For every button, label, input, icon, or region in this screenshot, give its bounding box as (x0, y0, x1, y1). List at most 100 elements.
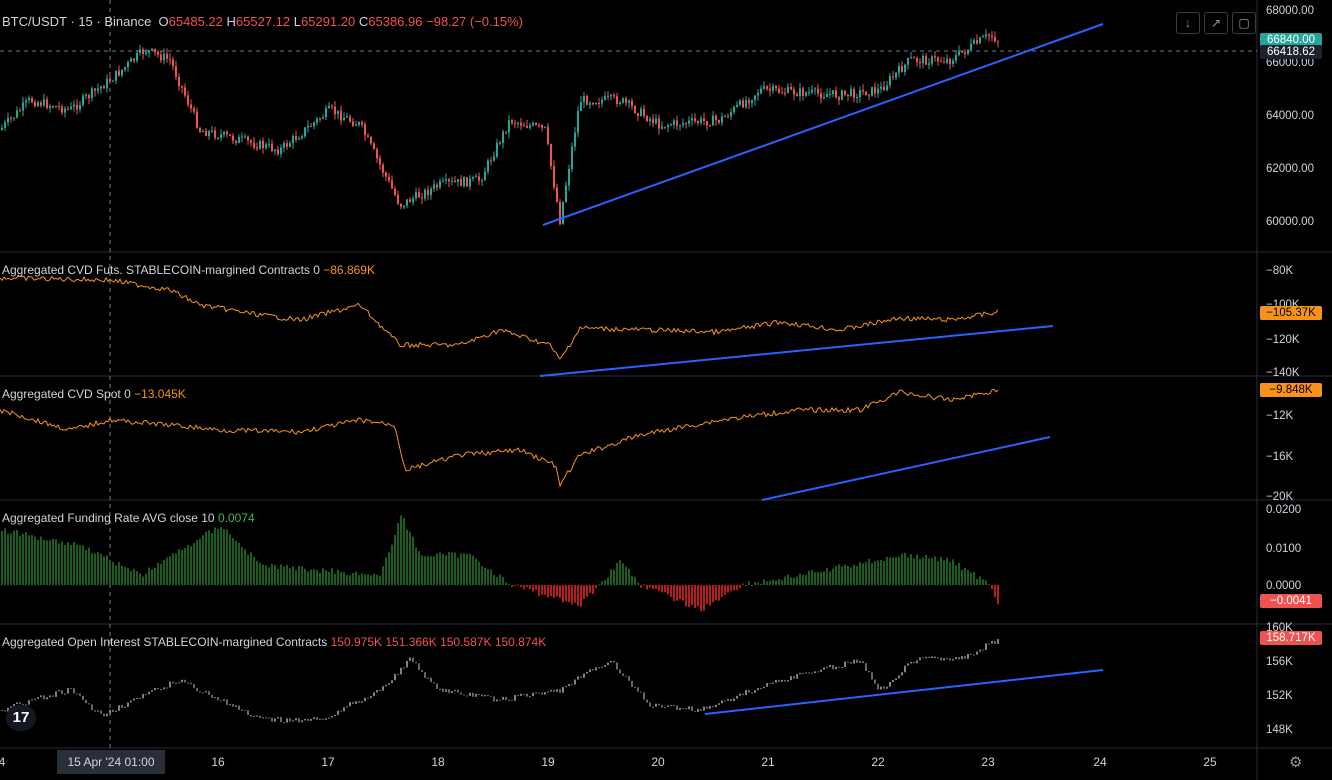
oi-candle (829, 664, 831, 668)
candle (913, 57, 915, 59)
candle (541, 124, 543, 128)
candle (976, 40, 978, 44)
funding-bar (649, 585, 651, 588)
candle (703, 118, 705, 122)
funding-bar (340, 571, 342, 585)
candle (667, 125, 669, 128)
time-axis-label: 17 (321, 755, 335, 769)
funding-bar (496, 577, 498, 585)
candle (37, 102, 39, 107)
oi-candle (373, 692, 375, 697)
gear-icon[interactable]: ⚙ (1289, 754, 1303, 771)
candle (304, 127, 306, 137)
candle (529, 125, 531, 128)
funding-bar (118, 561, 120, 585)
oi-candle (643, 692, 645, 700)
candle (106, 78, 108, 89)
candle (898, 66, 900, 73)
funding-bar (454, 552, 456, 585)
cvd-spot-tag: −9.848K (1260, 383, 1322, 397)
candle (277, 149, 279, 155)
funding-bar (19, 535, 21, 585)
candle (733, 106, 735, 113)
funding-bar (130, 570, 132, 585)
candle (154, 48, 156, 53)
oi-candle (535, 692, 537, 694)
funding-bar (355, 571, 357, 585)
candle (379, 158, 381, 165)
candle (448, 179, 450, 182)
oi-candle (532, 692, 534, 697)
oi-candle (499, 699, 501, 701)
oi-candle (859, 661, 861, 663)
oi-candle (490, 695, 492, 697)
funding-bar (961, 569, 963, 585)
trend-line (539, 325, 1054, 377)
candle (895, 72, 897, 78)
funding-bar (730, 585, 732, 592)
funding-bar (37, 539, 39, 585)
oi-candle (751, 692, 753, 694)
funding-bar (319, 572, 321, 585)
funding-bar (88, 547, 90, 585)
oi-candle (406, 660, 408, 668)
funding-bar (166, 557, 168, 585)
oi-candle (625, 675, 627, 677)
oi-candle (523, 693, 525, 695)
oi-candle (403, 667, 405, 669)
funding-bar (883, 560, 885, 585)
oi-candle (454, 689, 456, 692)
funding-bar (922, 557, 924, 585)
funding-bar (22, 534, 24, 585)
oi-candle (694, 711, 696, 713)
funding-bar (868, 558, 870, 585)
oi-candle (916, 660, 918, 664)
funding-bar (910, 554, 912, 585)
candle (265, 144, 267, 148)
funding-bar (694, 585, 696, 609)
candle (697, 121, 699, 124)
maximize-icon[interactable]: ▢ (1232, 12, 1256, 34)
time-axis-label: 25 (1203, 755, 1217, 769)
candle (13, 117, 15, 119)
candle (1, 127, 3, 130)
candle (754, 95, 756, 101)
candle (73, 104, 75, 107)
oi-candle (34, 698, 36, 700)
candle (232, 135, 234, 141)
candle (16, 110, 18, 118)
cvd-spot-legend: Aggregated CVD Spot 0 −13.045K (2, 387, 186, 401)
oi-label[interactable]: Aggregated Open Interest STABLECOIN-marg… (2, 635, 328, 649)
low-value: 65291.20 (301, 14, 356, 29)
cvd-futs-label[interactable]: Aggregated CVD Futs. STABLECOIN-margined… (2, 263, 320, 277)
oi-candle (577, 676, 579, 680)
oi-candle (382, 686, 384, 691)
funding-bar (322, 568, 324, 585)
funding-bar (49, 540, 51, 585)
candle (166, 53, 168, 59)
oi-candle (31, 699, 33, 701)
candle (487, 160, 489, 172)
funding-bar (994, 585, 996, 598)
oi-candle (271, 717, 273, 722)
candle (412, 198, 414, 203)
funding-bar (121, 565, 123, 585)
funding-bar (823, 571, 825, 585)
candle (892, 76, 894, 78)
candle (415, 192, 417, 199)
collapse-icon[interactable]: ↗ (1204, 12, 1228, 34)
candle (502, 131, 504, 143)
candle (964, 52, 966, 54)
cvd-spot-label[interactable]: Aggregated CVD Spot 0 (2, 387, 131, 401)
funding-bar (169, 556, 171, 585)
oi-candle (817, 671, 819, 673)
candle (85, 95, 87, 97)
funding-bar (523, 585, 525, 590)
candle (727, 116, 729, 118)
symbol-name[interactable]: BTC/USDT · 15 · Binance (2, 14, 152, 29)
funding-label[interactable]: Aggregated Funding Rate AVG close 10 (2, 511, 215, 525)
funding-bar (889, 557, 891, 585)
tradingview-logo[interactable]: 17 (6, 705, 36, 731)
arrow-down-icon[interactable]: ↓ (1176, 12, 1200, 34)
